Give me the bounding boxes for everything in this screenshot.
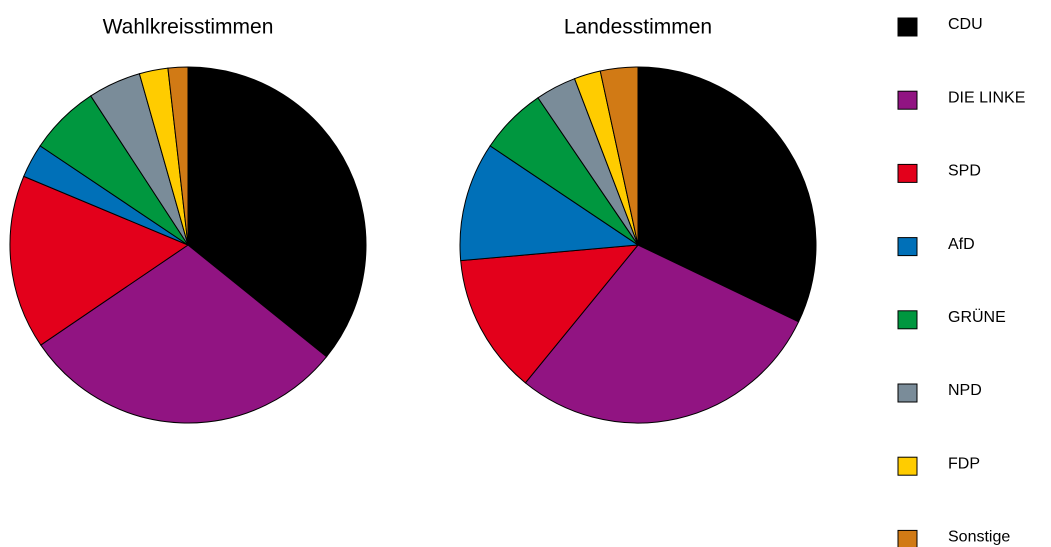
pie-slice <box>637 66 817 323</box>
pie-slice <box>599 66 639 246</box>
pie-slice <box>459 145 640 262</box>
legend-label: SPD <box>948 163 981 180</box>
pie-slice <box>40 244 328 424</box>
pie-slice <box>187 66 367 358</box>
legend-label: GRÜNE <box>948 308 1006 326</box>
legend-swatch <box>897 17 918 37</box>
pie-slice <box>167 66 189 246</box>
legend-label: AfD <box>948 236 975 253</box>
chart-title: Wahlkreisstimmen <box>103 16 274 39</box>
chart-title: Landesstimmen <box>564 16 712 39</box>
legend-label: Sonstige <box>948 529 1010 546</box>
legend-swatch <box>897 310 918 330</box>
legend-swatch <box>897 383 918 403</box>
pie-slice <box>524 244 800 424</box>
legend-label: NPD <box>948 382 982 399</box>
legend-swatch <box>897 529 918 547</box>
pie-slice <box>460 244 640 384</box>
pie-slice <box>9 175 190 346</box>
legend-swatch <box>897 90 918 110</box>
legend-label: DIE LINKE <box>948 89 1025 106</box>
legend-label: CDU <box>948 16 983 33</box>
legend-swatch <box>897 163 918 183</box>
legend-swatch <box>897 456 918 476</box>
legend-label: FDP <box>948 455 980 472</box>
legend-swatch <box>897 237 918 257</box>
